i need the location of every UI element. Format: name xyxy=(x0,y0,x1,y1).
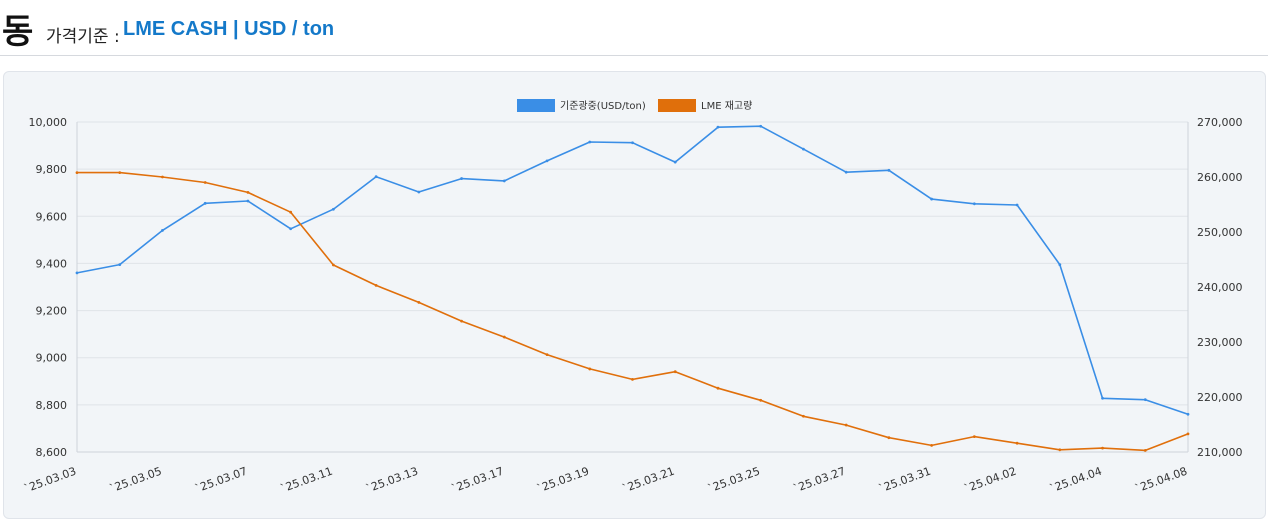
data-point xyxy=(1186,432,1190,436)
x-tick-label: `25.03.21 xyxy=(621,465,677,496)
y-tick-label-left: 9,000 xyxy=(36,352,68,365)
legend-swatch xyxy=(517,99,555,112)
data-point xyxy=(844,423,848,427)
data-point xyxy=(417,301,421,304)
data-point xyxy=(203,181,207,184)
y-tick-label-left: 10,000 xyxy=(29,116,68,129)
chart-panel xyxy=(3,71,1266,519)
data-point xyxy=(972,202,976,206)
legend-label: 기준광중(USD/ton) xyxy=(560,100,646,112)
data-point xyxy=(1015,203,1019,207)
data-point xyxy=(374,283,378,287)
data-point xyxy=(887,436,891,440)
data-point xyxy=(460,319,463,323)
data-point xyxy=(1101,446,1104,450)
x-tick-label: `25.04.08 xyxy=(1133,465,1189,496)
y-tick-label-right: 230,000 xyxy=(1197,336,1243,349)
data-point xyxy=(545,353,549,357)
data-point xyxy=(1058,263,1062,267)
y-tick-label-left: 8,600 xyxy=(36,446,68,459)
y-tick-label-right: 210,000 xyxy=(1197,446,1243,459)
y-tick-label-left: 9,400 xyxy=(36,257,68,270)
data-point xyxy=(1058,448,1062,452)
y-tick-label-right: 220,000 xyxy=(1197,391,1243,404)
data-point xyxy=(246,199,250,203)
data-point xyxy=(246,191,250,194)
y-tick-label-right: 240,000 xyxy=(1197,281,1243,294)
data-point xyxy=(802,147,805,151)
data-point xyxy=(887,168,891,172)
data-point xyxy=(289,210,293,214)
data-point xyxy=(161,229,164,232)
data-point xyxy=(118,263,122,267)
data-point xyxy=(673,370,677,374)
x-tick-label: `25.03.11 xyxy=(279,465,335,496)
x-tick-label: `25.03.31 xyxy=(877,465,933,496)
price-basis-value: LME CASH | USD / ton xyxy=(123,18,335,40)
x-tick-label: `25.03.03 xyxy=(22,465,78,496)
y-tick-label-right: 250,000 xyxy=(1197,226,1243,239)
data-point xyxy=(331,263,335,267)
data-point xyxy=(417,190,421,194)
x-tick-label: `25.04.04 xyxy=(1048,465,1104,496)
data-point xyxy=(972,435,976,438)
data-point xyxy=(203,201,207,205)
y-tick-label-right: 270,000 xyxy=(1197,116,1243,129)
data-point xyxy=(759,398,763,402)
data-point xyxy=(331,207,335,211)
data-point xyxy=(631,141,634,145)
x-tick-label: `25.03.17 xyxy=(450,465,506,496)
page-header: 동 가격기준 : LME CASH | USD / ton xyxy=(0,0,1268,56)
y-tick-label-left: 8,800 xyxy=(36,399,68,412)
data-point xyxy=(289,227,293,231)
data-point xyxy=(759,124,763,128)
data-point xyxy=(1143,398,1147,402)
price-basis-label: 가격기준 : xyxy=(46,27,120,47)
data-point xyxy=(75,171,79,175)
data-point xyxy=(1143,448,1147,452)
y-tick-label-left: 9,600 xyxy=(36,210,68,223)
data-point xyxy=(673,160,677,164)
data-point xyxy=(1186,412,1190,416)
data-point xyxy=(502,179,506,183)
data-point xyxy=(588,367,592,371)
x-tick-label: `25.03.19 xyxy=(535,465,591,496)
data-point xyxy=(1101,396,1104,400)
series-line-inventory xyxy=(77,171,1189,452)
legend-label: LME 재고량 xyxy=(701,100,752,112)
x-tick-label: `25.03.27 xyxy=(792,465,848,496)
data-point xyxy=(545,159,549,163)
y-tick-label-left: 9,200 xyxy=(36,305,68,318)
metal-title: 동 xyxy=(2,12,34,52)
x-tick-label: `25.03.05 xyxy=(108,465,164,496)
data-point xyxy=(802,414,805,418)
data-point xyxy=(716,125,720,129)
data-point xyxy=(374,175,378,179)
legend-swatch xyxy=(658,99,696,112)
x-tick-label: `25.03.25 xyxy=(706,465,762,496)
data-point xyxy=(631,378,634,381)
data-point xyxy=(588,140,592,144)
data-point xyxy=(460,177,463,180)
data-point xyxy=(75,271,79,275)
data-point xyxy=(716,386,720,390)
data-point xyxy=(161,175,164,179)
data-point xyxy=(502,335,506,339)
y-tick-label-right: 260,000 xyxy=(1197,171,1243,184)
y-tick-label-left: 9,800 xyxy=(36,163,68,176)
data-point xyxy=(1015,441,1019,445)
x-tick-label: `25.03.13 xyxy=(364,465,420,496)
data-point xyxy=(930,197,934,201)
data-point xyxy=(118,171,122,175)
x-tick-label: `25.03.07 xyxy=(193,465,249,496)
data-point xyxy=(844,170,848,174)
data-point xyxy=(930,444,934,447)
x-tick-label: `25.04.02 xyxy=(962,465,1018,496)
